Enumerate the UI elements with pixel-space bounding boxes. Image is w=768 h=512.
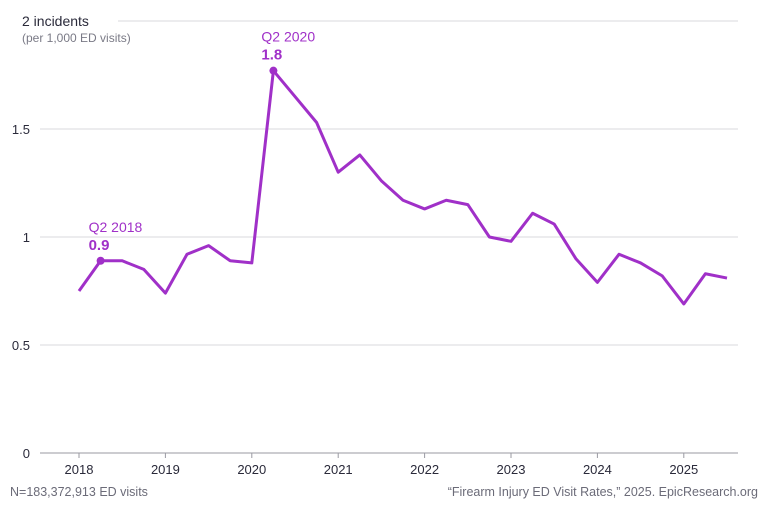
highlight-point	[269, 66, 278, 75]
annotation-value: 0.9	[89, 237, 110, 254]
x-tick-label: 2018	[65, 462, 94, 477]
x-tick-label: 2020	[237, 462, 266, 477]
highlight-point	[96, 256, 105, 265]
y-axis-unit: (per 1,000 ED visits)	[22, 31, 131, 45]
source-citation: “Firearm Injury ED Visit Rates,” 2025. E…	[447, 485, 758, 499]
annotation-label: Q2 2020	[261, 29, 315, 45]
y-tick-label: 0.5	[12, 338, 30, 353]
y-tick-label: 1	[23, 230, 30, 245]
x-tick-label: 2022	[410, 462, 439, 477]
annotation-value: 1.8	[261, 47, 282, 64]
x-tick-label: 2025	[669, 462, 698, 477]
x-tick-label: 2019	[151, 462, 180, 477]
x-tick-label: 2021	[324, 462, 353, 477]
x-tick-label: 2024	[583, 462, 612, 477]
series-line	[77, 69, 728, 306]
annotation-label: Q2 2018	[89, 219, 143, 235]
sample-size-note: N=183,372,913 ED visits	[10, 485, 148, 499]
y-tick-label: 1.5	[12, 122, 30, 137]
x-tick-label: 2023	[497, 462, 526, 477]
y-tick-label: 2 incidents	[22, 13, 89, 29]
y-tick-label: 0	[23, 446, 30, 461]
